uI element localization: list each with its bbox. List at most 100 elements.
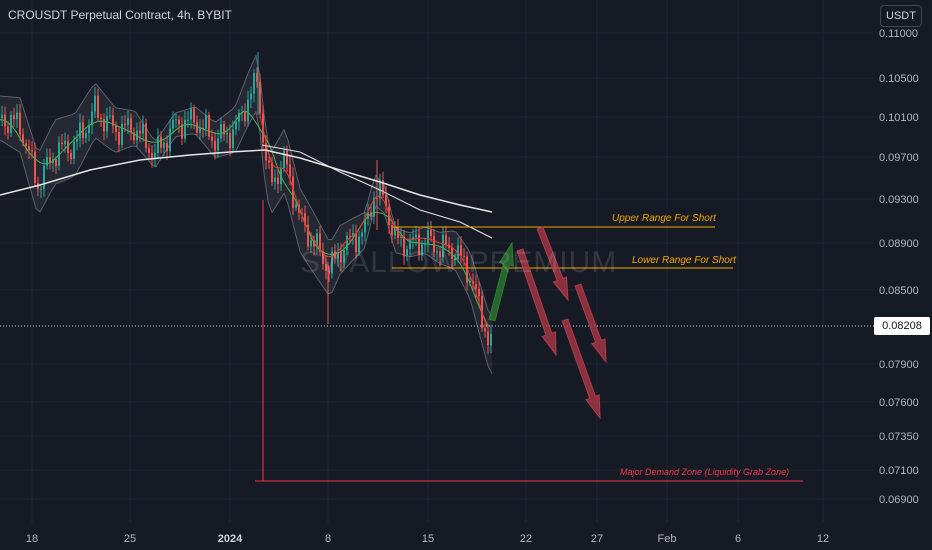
candle-body: [217, 138, 219, 151]
candle-body: [379, 180, 381, 199]
candle-body: [187, 119, 189, 121]
candle-body: [361, 232, 363, 237]
candle-body: [487, 331, 489, 346]
candle-body: [142, 123, 144, 134]
candle-body: [133, 132, 135, 141]
red-arrow: [574, 283, 607, 364]
candle-body: [202, 127, 204, 129]
candle-body: [199, 127, 201, 133]
candle-body: [61, 142, 63, 145]
candle-body: [184, 119, 186, 139]
time-label: 2024: [218, 533, 243, 545]
candle-body: [418, 234, 420, 256]
candle-body: [328, 270, 330, 274]
candle-body: [478, 288, 480, 297]
candle-body: [451, 247, 453, 259]
red-arrow: [561, 318, 601, 420]
candle-body: [490, 333, 492, 346]
candle-body: [16, 112, 18, 120]
candle-body: [208, 115, 210, 137]
price-label: 0.07900: [879, 359, 919, 371]
band-upper: [0, 54, 493, 317]
candle-body: [433, 236, 435, 253]
candle-body: [460, 245, 462, 256]
candle-body: [19, 112, 21, 135]
red-arrow: [516, 248, 557, 357]
candle-body: [148, 147, 150, 153]
currency-button[interactable]: USDT: [880, 5, 922, 27]
candle-body: [385, 194, 387, 207]
candle-body: [313, 240, 315, 247]
candle-body: [163, 142, 165, 148]
candle-body: [172, 119, 174, 129]
red-arrow: [536, 226, 569, 302]
candle-body: [91, 111, 93, 126]
price-label: 0.10100: [879, 112, 919, 124]
candle-body: [406, 249, 408, 257]
candle-body: [13, 115, 15, 120]
candle-body: [97, 95, 99, 118]
candle-body: [394, 227, 396, 236]
time-label: 6: [735, 533, 741, 545]
time-label: 18: [26, 533, 38, 545]
candle-body: [484, 328, 486, 332]
projection-arrows: [488, 226, 607, 420]
candle-body: [352, 233, 354, 237]
candle-body: [367, 212, 369, 219]
candle-body: [70, 153, 72, 159]
time-label: 12: [817, 533, 829, 545]
candle-body: [295, 204, 297, 208]
candle-body: [388, 206, 390, 225]
candle-body: [40, 188, 42, 190]
candle-body: [115, 125, 117, 133]
watermark: SWALLOW PREMIUM: [300, 246, 618, 279]
candle-body: [220, 124, 222, 139]
time-axis[interactable]: 18 25 2024 8 15 22 27 Feb 6 12: [26, 533, 829, 545]
candle-body: [349, 235, 351, 237]
candle-body: [139, 130, 141, 134]
candle-body: [466, 256, 468, 283]
candle-body: [340, 251, 342, 263]
price-axis[interactable]: 0.11000 0.10500 0.10100 0.09700 0.09300 …: [879, 28, 919, 506]
candle-body: [322, 251, 324, 264]
candle-body: [256, 73, 258, 83]
candle-body: [271, 162, 273, 182]
candle-body: [103, 118, 105, 132]
candle-body: [430, 230, 432, 237]
candle-body: [337, 251, 339, 259]
candle-body: [130, 118, 132, 133]
candle-body: [7, 126, 9, 134]
candle-body: [277, 177, 279, 185]
candle-body: [235, 121, 237, 130]
candle-body: [55, 159, 57, 166]
candle-body: [178, 119, 180, 125]
candle-body: [34, 151, 36, 183]
candle-body: [259, 82, 261, 114]
time-label: 8: [325, 533, 331, 545]
ma-green: [0, 110, 489, 326]
time-label: 27: [591, 533, 603, 545]
candle-body: [355, 233, 357, 252]
candle-body: [127, 118, 129, 125]
green-arrow: [488, 241, 514, 322]
candle-body: [358, 236, 360, 252]
price-label: 0.08500: [879, 285, 919, 297]
candle-body: [283, 150, 285, 169]
candle-body: [25, 143, 27, 147]
candle-body: [439, 251, 441, 257]
candle-body: [22, 134, 24, 144]
candle-body: [415, 234, 417, 238]
candle-body: [319, 233, 321, 252]
candle-body: [223, 124, 225, 135]
time-label: Feb: [658, 533, 677, 545]
candle-body: [10, 115, 12, 134]
candle-body: [343, 250, 345, 263]
candle-body: [331, 251, 333, 274]
candle-body: [445, 234, 447, 245]
candle-body: [169, 128, 171, 152]
price-label: 0.07350: [879, 431, 919, 443]
candle-body: [112, 115, 114, 126]
current-price-tag: 0.08208: [874, 317, 930, 335]
candle-body: [175, 119, 177, 121]
